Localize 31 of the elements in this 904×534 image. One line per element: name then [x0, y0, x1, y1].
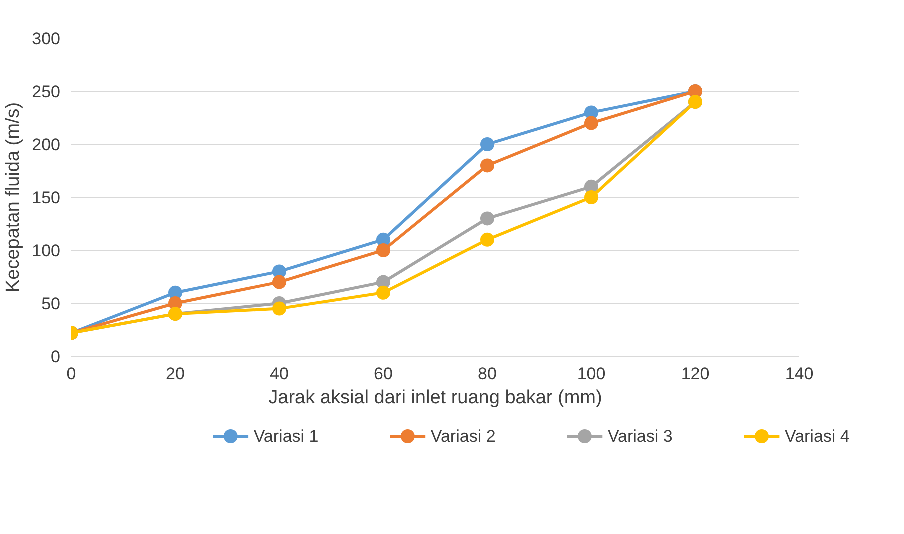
point [584, 116, 598, 130]
x-tick-label: 100 [577, 364, 606, 384]
point [480, 138, 494, 152]
legend-label: Variasi 3 [608, 427, 673, 446]
point [584, 190, 598, 204]
x-tick-label: 120 [681, 364, 710, 384]
x-tick-label: 40 [270, 364, 289, 384]
point [376, 244, 390, 258]
legend-label: Variasi 4 [784, 427, 850, 446]
legend-label: Variasi 1 [254, 427, 319, 446]
point [272, 302, 286, 316]
y-tick-label: 300 [32, 30, 61, 48]
point [480, 232, 494, 247]
y-tick-label: 100 [32, 242, 61, 260]
y-tick-label: 250 [32, 82, 61, 102]
x-tick-label: 60 [374, 364, 393, 384]
point [480, 158, 494, 173]
y-tick-label: 0 [51, 348, 61, 366]
legend-label: Variasi 2 [430, 427, 496, 446]
x-tick-label: 0 [66, 364, 76, 384]
x-tick-label: 20 [166, 364, 185, 384]
point [480, 212, 494, 226]
y-tick-label: 200 [32, 136, 61, 154]
point [376, 286, 390, 300]
y-tick-label: 50 [42, 294, 61, 314]
y-tick-label: 150 [32, 188, 61, 208]
point [272, 275, 286, 290]
x-tick-label: 140 [785, 364, 814, 384]
x-tick-label: 80 [478, 364, 497, 384]
y-axis-title: Kecepatan fluida (m/s) [3, 102, 24, 293]
x-axis-title: Jarak aksial dari inlet ruang bakar (mm) [268, 388, 602, 408]
